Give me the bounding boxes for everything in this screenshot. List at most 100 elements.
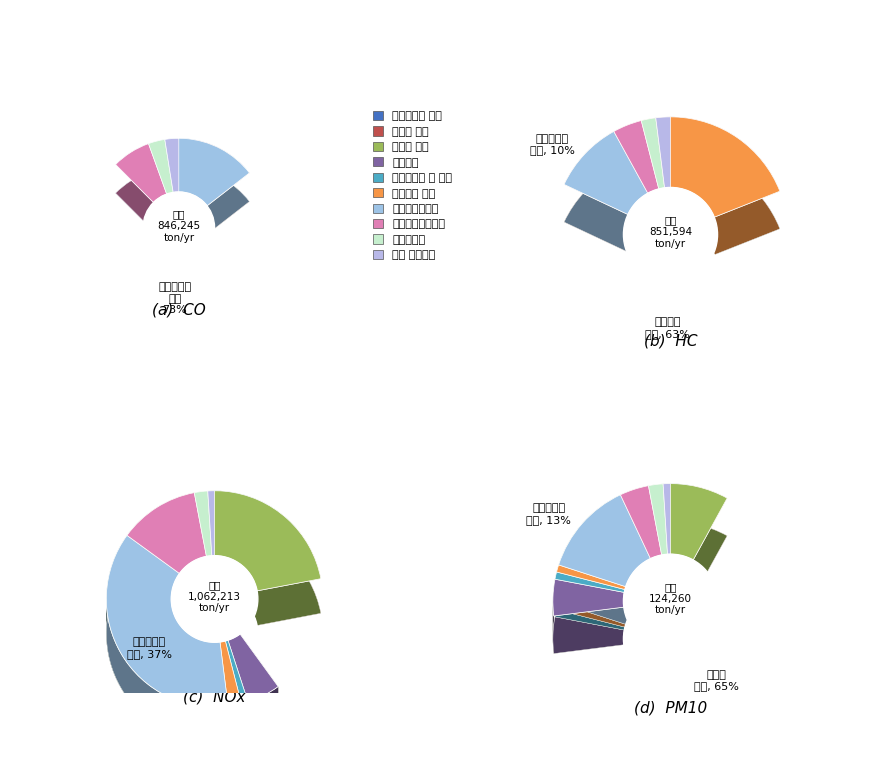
Wedge shape <box>641 118 664 189</box>
Circle shape <box>172 591 257 677</box>
Wedge shape <box>248 530 321 591</box>
Polygon shape <box>552 601 553 654</box>
Wedge shape <box>106 570 228 742</box>
Wedge shape <box>620 486 662 558</box>
Wedge shape <box>179 138 196 193</box>
Wedge shape <box>194 491 212 556</box>
Polygon shape <box>106 599 228 742</box>
Wedge shape <box>228 634 278 702</box>
Text: 유기용제
사용, 63%: 유기용제 사용, 63% <box>645 317 690 339</box>
Wedge shape <box>677 155 700 227</box>
Wedge shape <box>620 523 662 596</box>
Wedge shape <box>215 490 298 571</box>
Wedge shape <box>552 579 624 616</box>
Wedge shape <box>225 640 248 704</box>
Wedge shape <box>710 209 780 255</box>
Wedge shape <box>663 484 670 554</box>
Text: (a)  CO: (a) CO <box>152 303 206 318</box>
Wedge shape <box>164 167 179 221</box>
Wedge shape <box>215 526 298 606</box>
Wedge shape <box>148 140 173 194</box>
Wedge shape <box>564 131 648 215</box>
Wedge shape <box>220 675 241 741</box>
Wedge shape <box>205 195 248 234</box>
Text: 도로이동오
염원, 13%: 도로이동오 염원, 13% <box>527 503 571 525</box>
Wedge shape <box>614 158 659 231</box>
Wedge shape <box>682 158 721 229</box>
Circle shape <box>623 592 718 686</box>
Polygon shape <box>225 640 228 675</box>
Wedge shape <box>559 495 651 587</box>
Text: 총량
846,245
ton/yr: 총량 846,245 ton/yr <box>157 209 200 242</box>
Wedge shape <box>564 169 648 252</box>
Wedge shape <box>115 144 166 202</box>
Wedge shape <box>557 603 626 627</box>
Text: 총량
124,260
ton/yr: 총량 124,260 ton/yr <box>649 582 692 616</box>
Wedge shape <box>679 523 727 597</box>
Circle shape <box>172 555 257 643</box>
Wedge shape <box>677 118 700 189</box>
Wedge shape <box>207 526 215 591</box>
Circle shape <box>143 221 215 292</box>
Circle shape <box>623 225 718 319</box>
Polygon shape <box>552 601 553 654</box>
Wedge shape <box>185 140 232 199</box>
Wedge shape <box>200 184 240 230</box>
Wedge shape <box>552 617 624 654</box>
Polygon shape <box>228 704 241 741</box>
Wedge shape <box>559 533 651 624</box>
Circle shape <box>623 554 718 649</box>
Wedge shape <box>648 484 668 555</box>
Wedge shape <box>106 490 321 707</box>
Text: 도로이동오
염원, 10%: 도로이동오 염원, 10% <box>530 134 575 155</box>
Wedge shape <box>207 170 249 206</box>
Wedge shape <box>564 117 780 217</box>
Wedge shape <box>203 163 244 203</box>
Wedge shape <box>205 167 248 205</box>
Wedge shape <box>670 154 685 225</box>
Wedge shape <box>552 484 727 616</box>
Wedge shape <box>670 484 693 555</box>
Wedge shape <box>656 154 670 225</box>
Wedge shape <box>127 493 207 574</box>
Wedge shape <box>220 641 241 707</box>
Polygon shape <box>228 634 240 675</box>
Wedge shape <box>679 486 727 560</box>
Circle shape <box>143 192 215 264</box>
Wedge shape <box>670 117 685 188</box>
Wedge shape <box>614 121 659 193</box>
Polygon shape <box>241 702 248 739</box>
Wedge shape <box>127 527 207 608</box>
Text: 도로이동오
염원
73%: 도로이동오 염원 73% <box>158 282 191 316</box>
Wedge shape <box>179 167 196 222</box>
Wedge shape <box>164 138 179 193</box>
Wedge shape <box>690 166 770 247</box>
Wedge shape <box>207 199 249 235</box>
Wedge shape <box>564 154 780 255</box>
Text: 총량
851,594
ton/yr: 총량 851,594 ton/yr <box>649 215 692 249</box>
Wedge shape <box>207 490 215 555</box>
Wedge shape <box>194 526 212 591</box>
Wedge shape <box>115 172 166 231</box>
Wedge shape <box>670 521 693 593</box>
Polygon shape <box>172 599 220 677</box>
Legend: 에너지산업 연소, 비산업 연소, 제조업 연소, 생산공정, 에너지수송 및 저장, 유기용제 사용, 도로이동오염원, 비도로이동오염원, 폐기물처리, 기: 에너지산업 연소, 비산업 연소, 제조업 연소, 생산공정, 에너지수송 및 … <box>371 108 454 263</box>
Text: (c)  NOx: (c) NOx <box>183 690 246 705</box>
Wedge shape <box>648 522 668 593</box>
Wedge shape <box>115 167 249 235</box>
Wedge shape <box>641 155 664 227</box>
Wedge shape <box>106 536 228 707</box>
Wedge shape <box>710 171 780 217</box>
Polygon shape <box>248 687 278 736</box>
Wedge shape <box>682 121 721 192</box>
Wedge shape <box>552 521 727 654</box>
Wedge shape <box>555 610 625 630</box>
Wedge shape <box>228 668 278 736</box>
Wedge shape <box>555 572 625 592</box>
Circle shape <box>623 187 718 282</box>
Wedge shape <box>115 138 249 206</box>
Wedge shape <box>248 565 321 626</box>
Polygon shape <box>172 599 240 677</box>
Wedge shape <box>663 521 670 592</box>
Text: 총량
1,062,213
ton/yr: 총량 1,062,213 ton/yr <box>188 580 241 613</box>
